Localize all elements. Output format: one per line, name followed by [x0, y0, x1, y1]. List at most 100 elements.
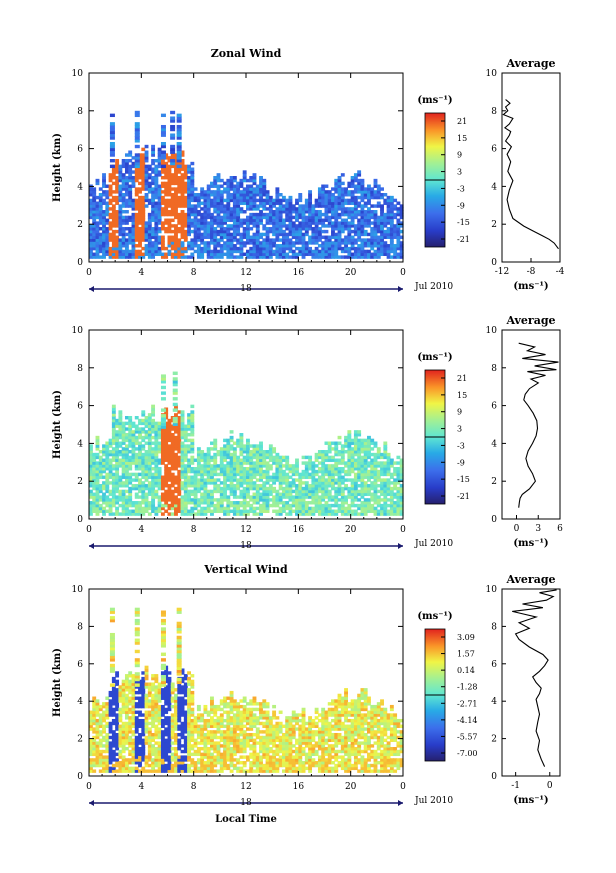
heatmap-cell	[242, 486, 247, 491]
heatmap-cell	[229, 218, 234, 222]
heatmap-cell	[147, 424, 152, 428]
heatmap-cell	[347, 241, 352, 245]
heatmap-cell	[370, 252, 375, 256]
heatmap-cell	[200, 498, 205, 502]
heatmap-cell	[340, 469, 345, 474]
heatmap-cell	[124, 198, 129, 203]
heatmap-cell	[386, 492, 391, 496]
heatmap-cell	[183, 469, 188, 474]
heatmap-cell	[236, 227, 241, 231]
heatmap-cell	[121, 738, 126, 743]
heatmap-cell	[121, 455, 126, 460]
heatmap-cell	[164, 164, 169, 169]
heatmap-cell	[200, 450, 205, 454]
heatmap-cell	[213, 184, 218, 188]
heatmap-cell	[115, 702, 120, 706]
date-label: Jul 2010	[414, 282, 453, 292]
heatmap-cell	[334, 467, 339, 471]
heatmap-cell	[259, 472, 263, 477]
heatmap-cell	[265, 472, 270, 477]
heatmap-cell	[291, 232, 296, 237]
heatmap-cell	[373, 469, 378, 474]
heatmap-cell	[226, 484, 231, 488]
heatmap-cell	[105, 763, 110, 768]
heatmap-cell	[170, 478, 175, 482]
heatmap-cell	[265, 481, 270, 485]
heatmap-cell	[111, 721, 116, 726]
heatmap-cell	[111, 758, 116, 762]
heatmap-cell	[386, 255, 391, 259]
heatmap-cell	[144, 498, 149, 502]
heatmap-cell	[373, 444, 378, 448]
heatmap-cell	[259, 447, 263, 451]
heatmap-cell	[89, 241, 93, 245]
heatmap-cell	[324, 441, 329, 445]
heatmap-cell	[219, 190, 224, 194]
heatmap-cell	[357, 447, 362, 451]
heatmap-cell	[95, 469, 100, 474]
heatmap-cell	[213, 252, 218, 256]
heatmap-cell	[298, 195, 303, 200]
heatmap-cell	[154, 201, 159, 205]
heatmap-cell	[147, 238, 152, 242]
heatmap-cell	[118, 744, 123, 748]
heatmap-cell	[242, 229, 247, 234]
heatmap-cell	[138, 229, 142, 234]
heatmap-cell	[252, 461, 257, 465]
heatmap-cell	[236, 484, 241, 488]
heatmap-cell	[370, 484, 375, 488]
heatmap-cell	[187, 210, 191, 214]
heatmap-cell	[232, 201, 237, 205]
heatmap-cell	[151, 501, 156, 505]
heatmap-cell	[373, 441, 378, 445]
heatmap-cell	[147, 241, 152, 245]
heatmap-cell	[174, 458, 178, 462]
heatmap-cell	[174, 153, 178, 157]
heatmap-cell	[357, 210, 362, 214]
heatmap-cell	[242, 241, 247, 245]
heatmap-cell	[170, 427, 175, 431]
heatmap-cell	[370, 438, 375, 443]
x-tick-label: 16	[293, 268, 305, 278]
heatmap-cell	[337, 481, 342, 485]
heatmap-cell	[324, 252, 329, 256]
y-axis-label: Height (km)	[52, 133, 63, 202]
heatmap-cell	[108, 444, 113, 448]
heatmap-cell	[196, 195, 201, 200]
heatmap-cell	[399, 249, 404, 254]
heatmap-cell	[105, 761, 110, 765]
heatmap-cell	[232, 255, 237, 259]
heatmap-cell	[285, 255, 290, 259]
heatmap-cell	[344, 509, 348, 513]
heatmap-cell	[288, 255, 293, 259]
heatmap-cell	[314, 249, 319, 254]
heatmap-cell	[255, 221, 260, 225]
heatmap-cell	[141, 447, 146, 451]
heatmap-cell	[242, 498, 247, 502]
heatmap-cell	[92, 769, 97, 773]
heatmap-cell	[118, 478, 123, 482]
heatmap-cell	[108, 184, 113, 188]
heatmap-cell	[298, 235, 303, 239]
heatmap-cell	[255, 198, 260, 203]
heatmap-cell	[206, 229, 211, 234]
heatmap-cell	[190, 224, 195, 228]
heatmap-cell	[229, 464, 234, 468]
heatmap-cell	[262, 486, 267, 491]
heatmap-cell	[121, 244, 126, 248]
heatmap-cell	[160, 461, 165, 465]
heatmap-cell	[134, 255, 139, 259]
heatmap-cell	[121, 492, 126, 496]
heatmap-cell	[160, 207, 165, 211]
heatmap-cell	[232, 210, 237, 214]
heatmap-cell	[170, 447, 175, 451]
heatmap-cell	[386, 478, 391, 482]
heatmap-cell	[288, 464, 293, 468]
heatmap-cell	[321, 486, 326, 491]
heatmap-cell	[353, 430, 358, 434]
heatmap-cell	[193, 478, 198, 482]
heatmap-cell	[383, 506, 388, 511]
heatmap-cell	[147, 181, 152, 186]
heatmap-cell	[147, 224, 152, 228]
heatmap-cell	[223, 212, 227, 217]
